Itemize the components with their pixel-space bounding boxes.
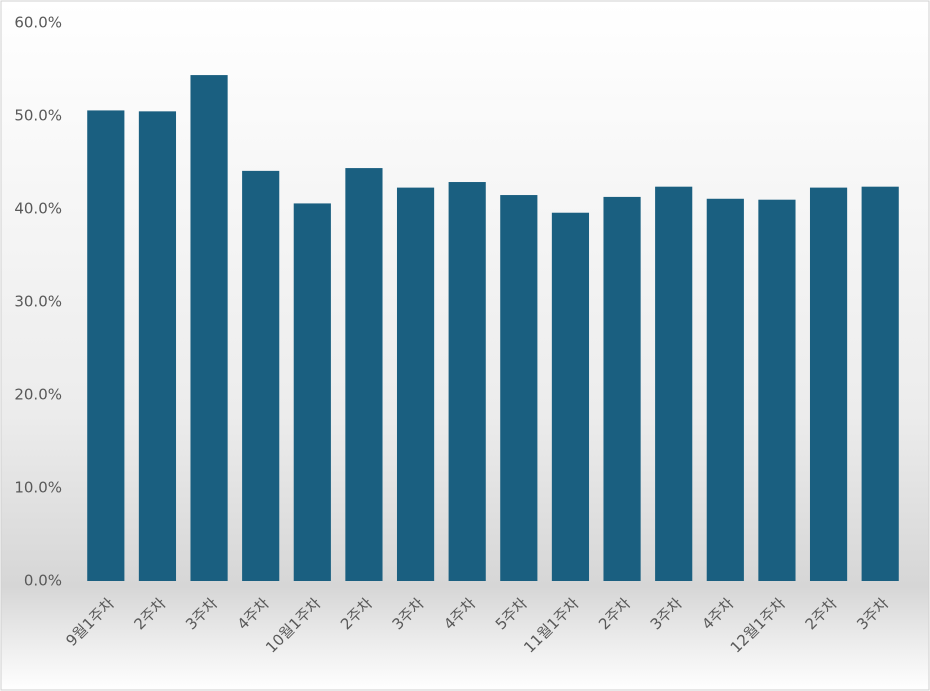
y-tick-label: 60.0%: [14, 14, 62, 32]
bar: [758, 199, 796, 581]
bar: [551, 212, 590, 581]
y-tick-label: 0.0%: [24, 572, 62, 590]
y-tick-label: 50.0%: [14, 107, 62, 125]
bar: [396, 187, 435, 582]
bar: [706, 198, 744, 581]
y-tick-label: 30.0%: [14, 293, 62, 311]
bar: [138, 111, 177, 581]
bar: [861, 186, 899, 581]
bar: [809, 187, 848, 582]
bar: [448, 182, 486, 581]
bar: [603, 196, 641, 581]
bar: [345, 168, 383, 581]
bar: [242, 170, 280, 581]
bar: [500, 195, 538, 582]
bar: [293, 203, 331, 582]
y-tick-label: 40.0%: [14, 200, 62, 218]
y-tick-label: 10.0%: [14, 479, 62, 497]
bar: [655, 186, 693, 581]
y-tick-label: 20.0%: [14, 386, 62, 404]
bar: [190, 75, 228, 581]
bar: [87, 110, 125, 582]
